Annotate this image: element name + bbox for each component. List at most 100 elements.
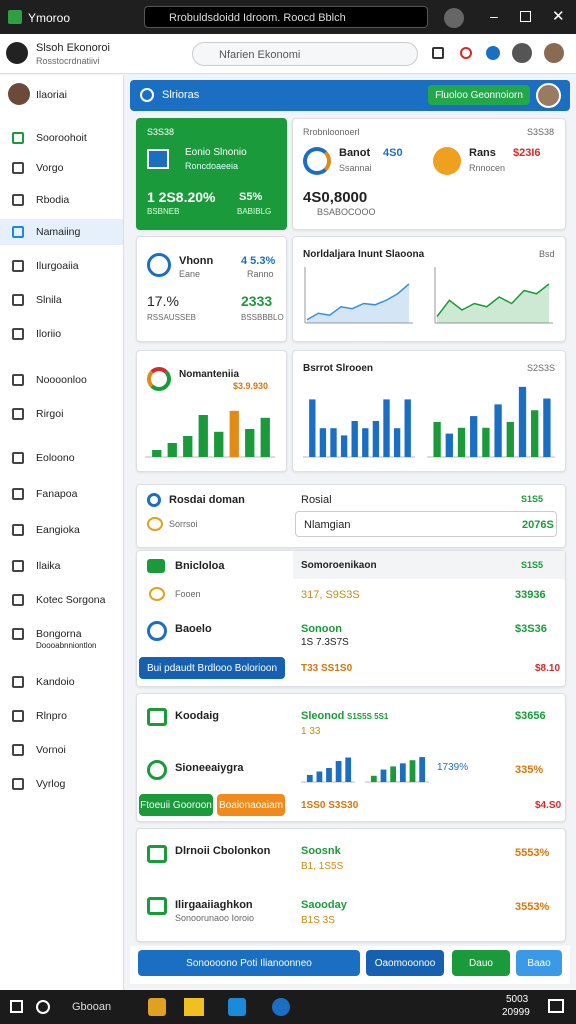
bar [494,404,502,457]
nav-item[interactable]: Eoloono [0,445,123,471]
bar [419,757,426,782]
nav-item[interactable]: Rlnpro [0,703,123,729]
icon [147,708,167,726]
bar [531,410,539,457]
action-button[interactable]: Ftoeuii Gooroon [139,794,213,816]
value: B1, 1S5S [301,861,344,872]
bar [457,427,466,457]
app-icon[interactable] [228,998,246,1016]
bar [404,399,411,457]
back-button[interactable] [6,42,28,64]
address-bar[interactable]: Rrobuldsdoidd Idroom. Roocd Bblch [144,6,428,28]
profile-name[interactable]: Ilaoriai [36,89,67,101]
app-icon[interactable] [184,998,204,1016]
item-value: $23I6 [513,147,541,159]
close[interactable]: ✕ [552,8,565,25]
column-header [293,551,565,579]
card-icon [147,253,171,277]
card-title: Koodaig [175,710,219,722]
nav-item[interactable]: Iloriio [0,321,123,347]
summary-card: Rrobnloonoerl S3S38 Banot 4S0 Ssannai Ra… [292,118,566,230]
action-button[interactable]: Baao [516,950,562,976]
nav-label: Vorgo [36,162,64,174]
app-icon[interactable] [272,998,290,1016]
bar [309,399,316,457]
action-button[interactable]: Oaomooonoo [366,950,444,976]
nav-item[interactable]: Ilaika [0,553,123,579]
icon[interactable] [486,46,500,60]
bar [409,760,416,782]
action-button[interactable]: Sonoooono Poti Ilianoonneo [138,950,360,976]
bar [183,436,193,457]
user-subtitle: Rosstocrdnatiivi [36,56,100,66]
avatar[interactable] [444,8,464,28]
item-label: Banot [339,147,371,159]
profile-avatar [8,83,30,105]
nav-item[interactable]: Rirgoi [0,401,123,427]
nav-item[interactable]: Kandoio [0,669,123,695]
nav-item[interactable]: Vorgo [0,155,123,181]
nav-item[interactable]: Ilurgoaiia [0,253,123,279]
nav-label: Kandoio [36,676,75,688]
value: B1S 3S [301,915,335,926]
nav-item[interactable]: Noooonloo [0,367,123,393]
icon[interactable] [432,47,444,59]
card-value: S5% [239,191,263,203]
nav-icon [12,408,24,420]
search-button[interactable] [36,1000,50,1014]
bar [335,761,342,782]
item-label: Rans [469,147,496,159]
start-button[interactable] [10,1000,23,1013]
line-chart-card: Norldaljara Inunt Slaoona Bsd [292,236,566,342]
nav-icon [12,676,24,688]
nav-label: Eoloono [36,452,75,464]
action-button[interactable]: Bui pdaudt Brdlooo Bolorioon [139,657,285,679]
icon[interactable] [460,47,472,59]
code: S1S5S 5S1 [347,712,389,721]
minimize[interactable]: – [490,8,498,24]
nav-item[interactable]: Fanapoa [0,481,123,507]
nav-icon [12,488,24,500]
card-note: RSSAUSSEB [147,313,196,322]
avatar[interactable] [544,43,564,63]
nav-item[interactable]: Rbodia [0,187,123,213]
nav-icon [12,452,24,464]
app-header: Slsoh Ekonoroi Rosstocrdnatiivi Nfarien … [0,34,576,74]
nav-item[interactable]: Kotec Sorgona [0,587,123,613]
nav-label: Ilaika [36,560,61,572]
nav-label: Eangioka [36,524,80,536]
avatar [536,83,561,108]
bar [214,431,224,457]
action-button[interactable]: Boaionaoaiam [217,794,285,816]
nav-icon [12,226,24,238]
code: S1S5 [521,560,544,570]
icon [147,559,165,573]
nav-item[interactable]: Namaiing [0,219,123,245]
action-button[interactable]: Dauo [452,950,510,976]
nav-item[interactable]: Vyrlog [0,771,123,797]
nav-item[interactable]: Vornoi [0,737,123,763]
nav-item[interactable]: Sooroohoit [0,125,123,151]
item-sub: Rnnocen [469,163,506,173]
taskbar: Gbooan 5003 20999 [0,990,576,1024]
item: Fooen [175,589,201,599]
input-field[interactable]: Nlamgian 2076S [295,511,557,537]
amount: 3553% [515,901,550,913]
card-title: Rosdai doman [169,494,245,506]
nav-item[interactable]: Bongorna Doooabnniontlon [0,621,123,650]
app-icon [8,10,22,24]
card-note: BSSBBBLO [241,313,284,322]
nav-item[interactable]: Eangioka [0,517,123,543]
nav-item[interactable]: Slnila [0,287,123,313]
maximize[interactable] [520,11,531,22]
value: 1 33 [301,726,321,737]
status-card: Koodaig Sleonod S1S5S 5S1 1 33 $3656 Sio… [136,693,566,822]
notifications[interactable] [548,999,564,1013]
banner-button[interactable]: Fluoloo Geonnoiorn [428,85,530,105]
avatar[interactable] [512,43,532,63]
search-box[interactable]: Nfarien Ekonomi [192,42,418,66]
app-icon[interactable] [148,998,166,1016]
bar [152,450,162,457]
nav-icon [12,778,24,790]
user-name[interactable]: Slsoh Ekonoroi [36,42,110,54]
